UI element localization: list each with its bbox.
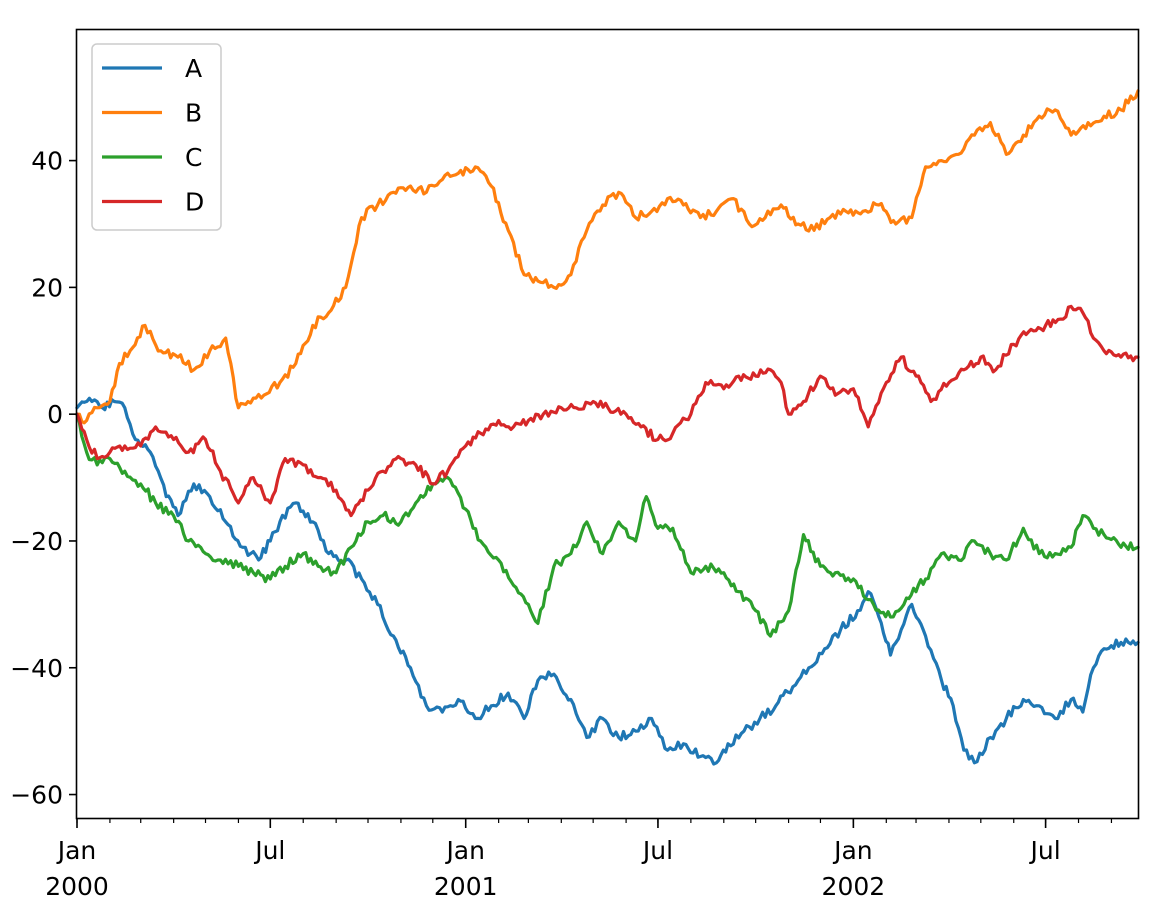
- series-layer: [75, 89, 1140, 766]
- y-tick-label: 40: [31, 147, 63, 176]
- x-tick-label-month: Jan: [56, 836, 97, 865]
- x-tick-label-month: Jan: [832, 836, 873, 865]
- legend-box: [91, 43, 222, 231]
- x-tick-label-year: 2000: [45, 872, 109, 899]
- x-tick-label-month: Jan: [444, 836, 485, 865]
- y-tick-label: −60: [10, 781, 63, 810]
- x-tick-label-month: Jul: [1029, 836, 1061, 865]
- x-tick-label-year: 2001: [434, 872, 498, 899]
- series-line-A: [75, 396, 1140, 766]
- series-line-C: [75, 412, 1140, 638]
- y-tick-label: −20: [10, 527, 63, 556]
- legend-label-C: C: [185, 143, 202, 172]
- series-line-D: [75, 304, 1140, 518]
- x-tick-label-month: Jul: [641, 836, 673, 865]
- series-line-B: [75, 89, 1140, 425]
- y-tick-label: 0: [47, 400, 63, 429]
- x-axis: Jan 2000 Jul Jan 2001 Jul Jan 2002 Jul: [45, 818, 1113, 899]
- x-tick-label-month: Jul: [253, 836, 285, 865]
- legend-label-D: D: [185, 188, 204, 217]
- y-axis: −60 −40 −20 0 20 40: [10, 147, 77, 810]
- plot-frame: [75, 28, 1140, 820]
- x-tick-label-year: 2002: [822, 872, 886, 899]
- y-tick-label: 20: [31, 273, 63, 302]
- legend-label-A: A: [185, 54, 202, 83]
- y-tick-label: −40: [10, 654, 63, 683]
- legend-label-B: B: [185, 99, 202, 128]
